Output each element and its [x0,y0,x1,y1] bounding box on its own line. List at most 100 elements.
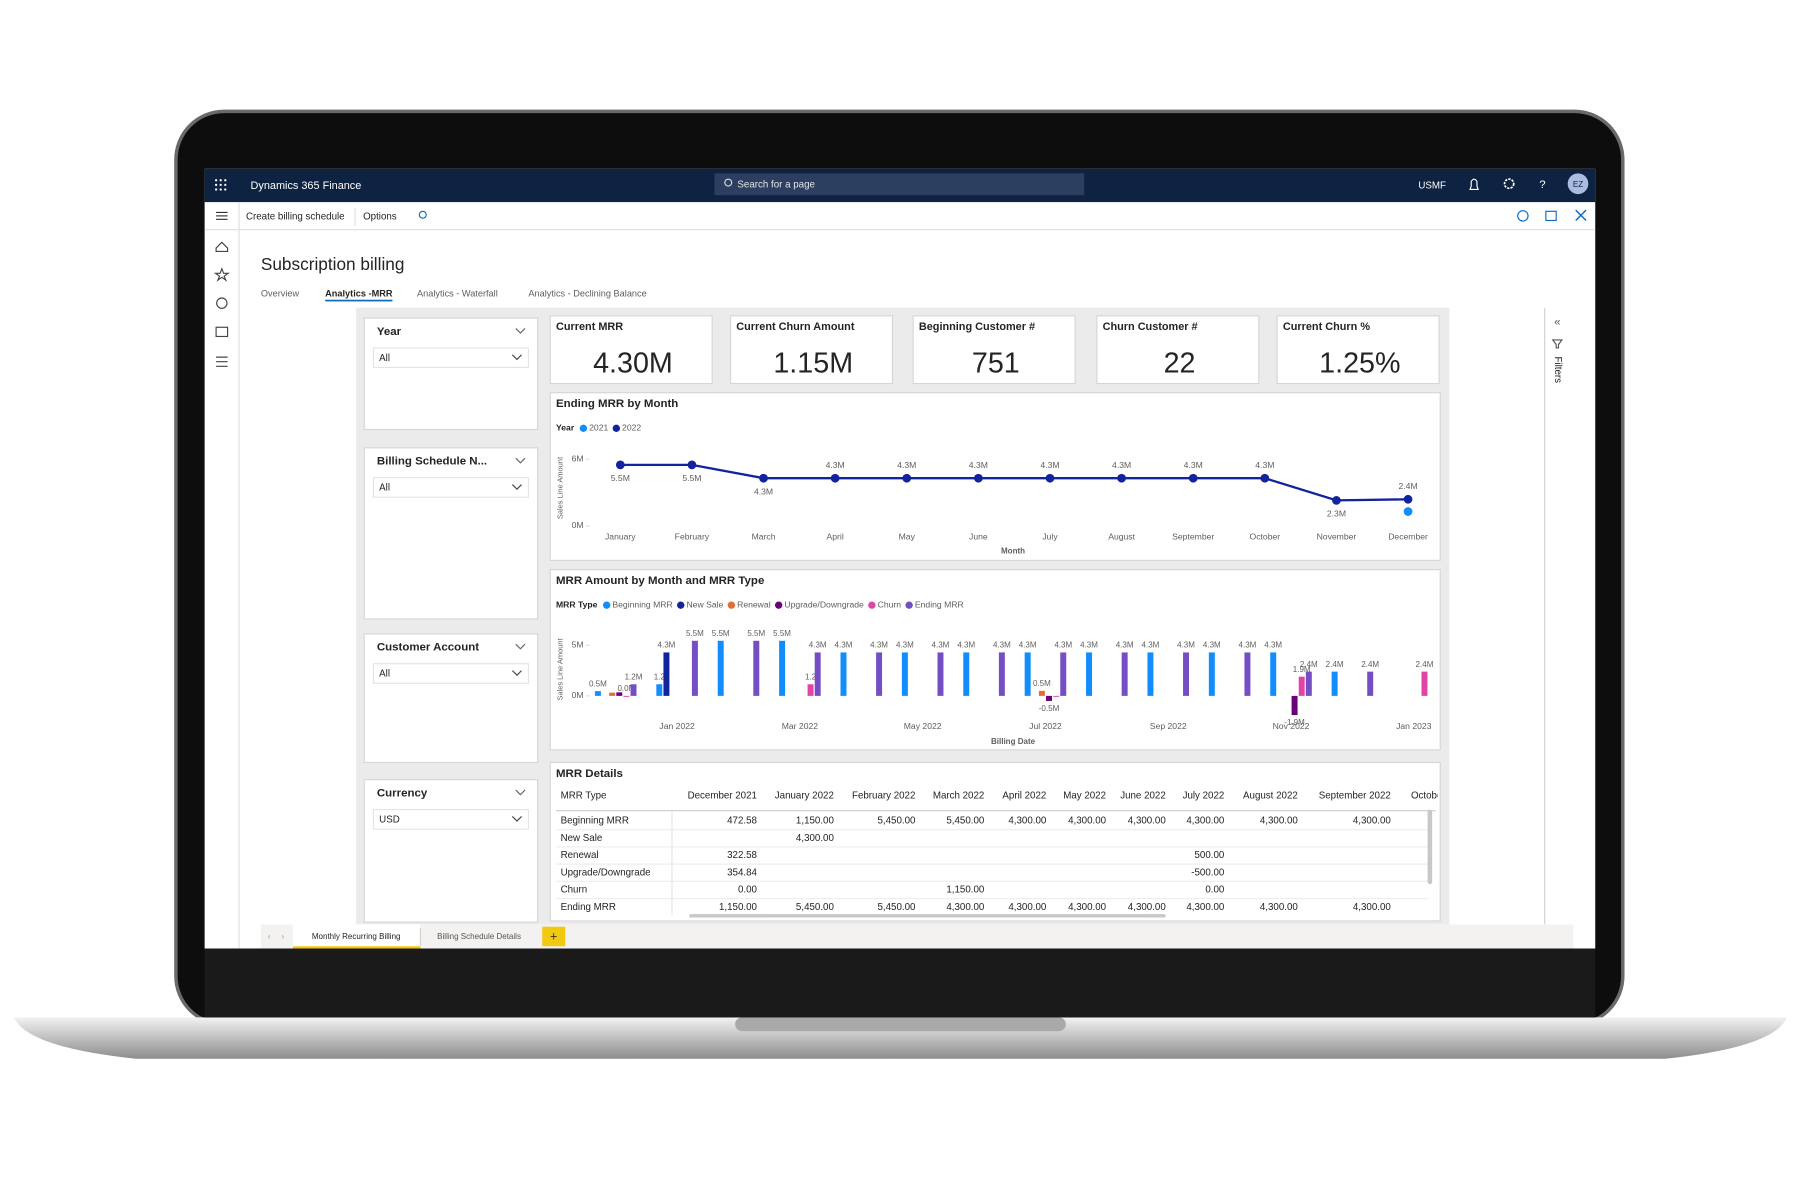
add-tab-icon: + [550,929,557,943]
h-scrollbar[interactable] [689,914,1166,918]
add-tab[interactable] [542,926,566,947]
bell-icon[interactable] [1469,178,1479,191]
kpi-value: 4.30M [593,348,673,380]
data-label: 4.3M [1184,460,1203,470]
collapse-icon[interactable]: « [1554,317,1560,329]
search-box[interactable] [714,173,1085,196]
column-header[interactable]: MRR Type [561,790,607,801]
cell: 4,300.00 [1068,902,1107,913]
data-label: 4.3M [1177,641,1195,650]
action-search-icon[interactable] [418,210,427,219]
page-tab[interactable]: Analytics - Declining Balance [528,288,646,298]
column-header[interactable]: February 2022 [852,790,915,801]
page-tab[interactable]: Overview [261,288,300,298]
data-label: 4.3M [993,641,1011,650]
bar [963,652,970,696]
slicer [363,317,539,431]
x-tick-label: May [899,532,916,542]
bar [901,652,908,696]
slicer-chevron[interactable] [515,789,526,796]
bar [1331,671,1338,696]
column-header[interactable]: May 2022 [1063,790,1106,801]
column-header[interactable]: October 2022 [1411,790,1470,801]
column-header[interactable]: January 2022 [775,790,834,801]
tab-prev[interactable]: ‹ [268,932,271,941]
laptop-base [13,1017,1788,1059]
legend-swatch [612,424,621,432]
slicer-dropdown[interactable] [372,663,530,684]
settings-icon[interactable] [1503,178,1515,190]
data-label: 4.3M [1112,460,1131,470]
tab-next[interactable]: › [282,932,285,941]
popout-icon[interactable] [1545,210,1557,222]
cell: -500.00 [1191,867,1225,878]
tab-underline [325,299,393,302]
slicer-label: Year [377,326,402,338]
column-header[interactable]: December 2021 [688,790,757,801]
bar [1208,652,1215,696]
help-icon[interactable]: ? [1539,179,1545,191]
waffle-icon[interactable] [214,179,227,191]
kpi-value: 1.15M [773,348,853,380]
hamburger-icon[interactable] [216,211,228,220]
slicer-chevron[interactable] [515,457,526,464]
column-header[interactable]: March 2022 [933,790,985,801]
column-header[interactable]: June 2022 [1120,790,1166,801]
slicer-dropdown[interactable] [372,347,530,369]
close-icon[interactable] [1575,209,1587,222]
filters-label[interactable]: Filters [1552,356,1563,383]
column-header[interactable]: September 2022 [1319,790,1391,801]
bar [656,684,663,696]
action-button[interactable]: Options [363,212,397,223]
kpi-card [912,315,1076,385]
bar [609,692,616,696]
filter-icon[interactable] [1551,339,1564,349]
report-tab-bar [260,924,1574,949]
app-name: Dynamics 365 Finance [251,180,362,192]
x-tick-label: March [752,532,776,542]
legend-label: 2022 [622,423,641,433]
column-header[interactable]: April 2022 [1002,790,1046,801]
column-header[interactable]: July 2022 [1183,790,1225,801]
report-tab-active[interactable] [293,924,421,949]
kpi-card [729,315,894,385]
action-button[interactable]: Create billing schedule [246,212,345,223]
slicer-dropdown[interactable] [372,808,530,830]
page-tab[interactable]: Analytics - Waterfall [417,288,498,298]
slicer [363,779,539,923]
slicer-chevron[interactable] [515,328,526,334]
column-header[interactable]: August 2022 [1243,790,1298,801]
nav-icons[interactable] [213,241,230,367]
slicer-chevron[interactable] [515,643,526,650]
legend-title: MRR Type [556,599,598,609]
company[interactable]: USMF [1418,181,1446,192]
cell: 4,300.00 [1260,816,1299,827]
page-tab[interactable]: Analytics -MRR [325,288,393,298]
point [687,460,697,470]
slicer-dropdown[interactable] [372,477,530,498]
legend-label: Beginning MRR [612,599,672,609]
legend-label: 2021 [589,423,608,433]
bar [1046,695,1052,701]
data-label: 5.5M [611,473,630,483]
v-scrollbar[interactable] [1427,809,1433,885]
row-header: New Sale [561,833,603,844]
cell: 0.00 [1205,885,1225,896]
cell: 4,300.00 [1353,816,1392,827]
bar [1421,671,1428,696]
chart-card [549,568,1441,751]
point [759,473,768,483]
report-tab[interactable]: Billing Schedule Details [437,932,521,941]
x-tick-label: November [1317,532,1357,542]
report-tab[interactable]: Monthly Recurring Billing [312,932,401,941]
bezel-chin [204,948,1596,1018]
x-axis-title: Month [1001,546,1025,555]
bar [753,640,760,696]
refresh-icon[interactable] [1517,210,1529,222]
avatar[interactable] [1567,173,1589,195]
data-label: 1.2M [625,672,643,681]
cell: 4,300.00 [796,833,835,844]
cell: 1,150.00 [796,816,835,827]
x-tick-label: Nov 2022 [1273,721,1310,731]
data-label: 4.3M [826,460,845,470]
